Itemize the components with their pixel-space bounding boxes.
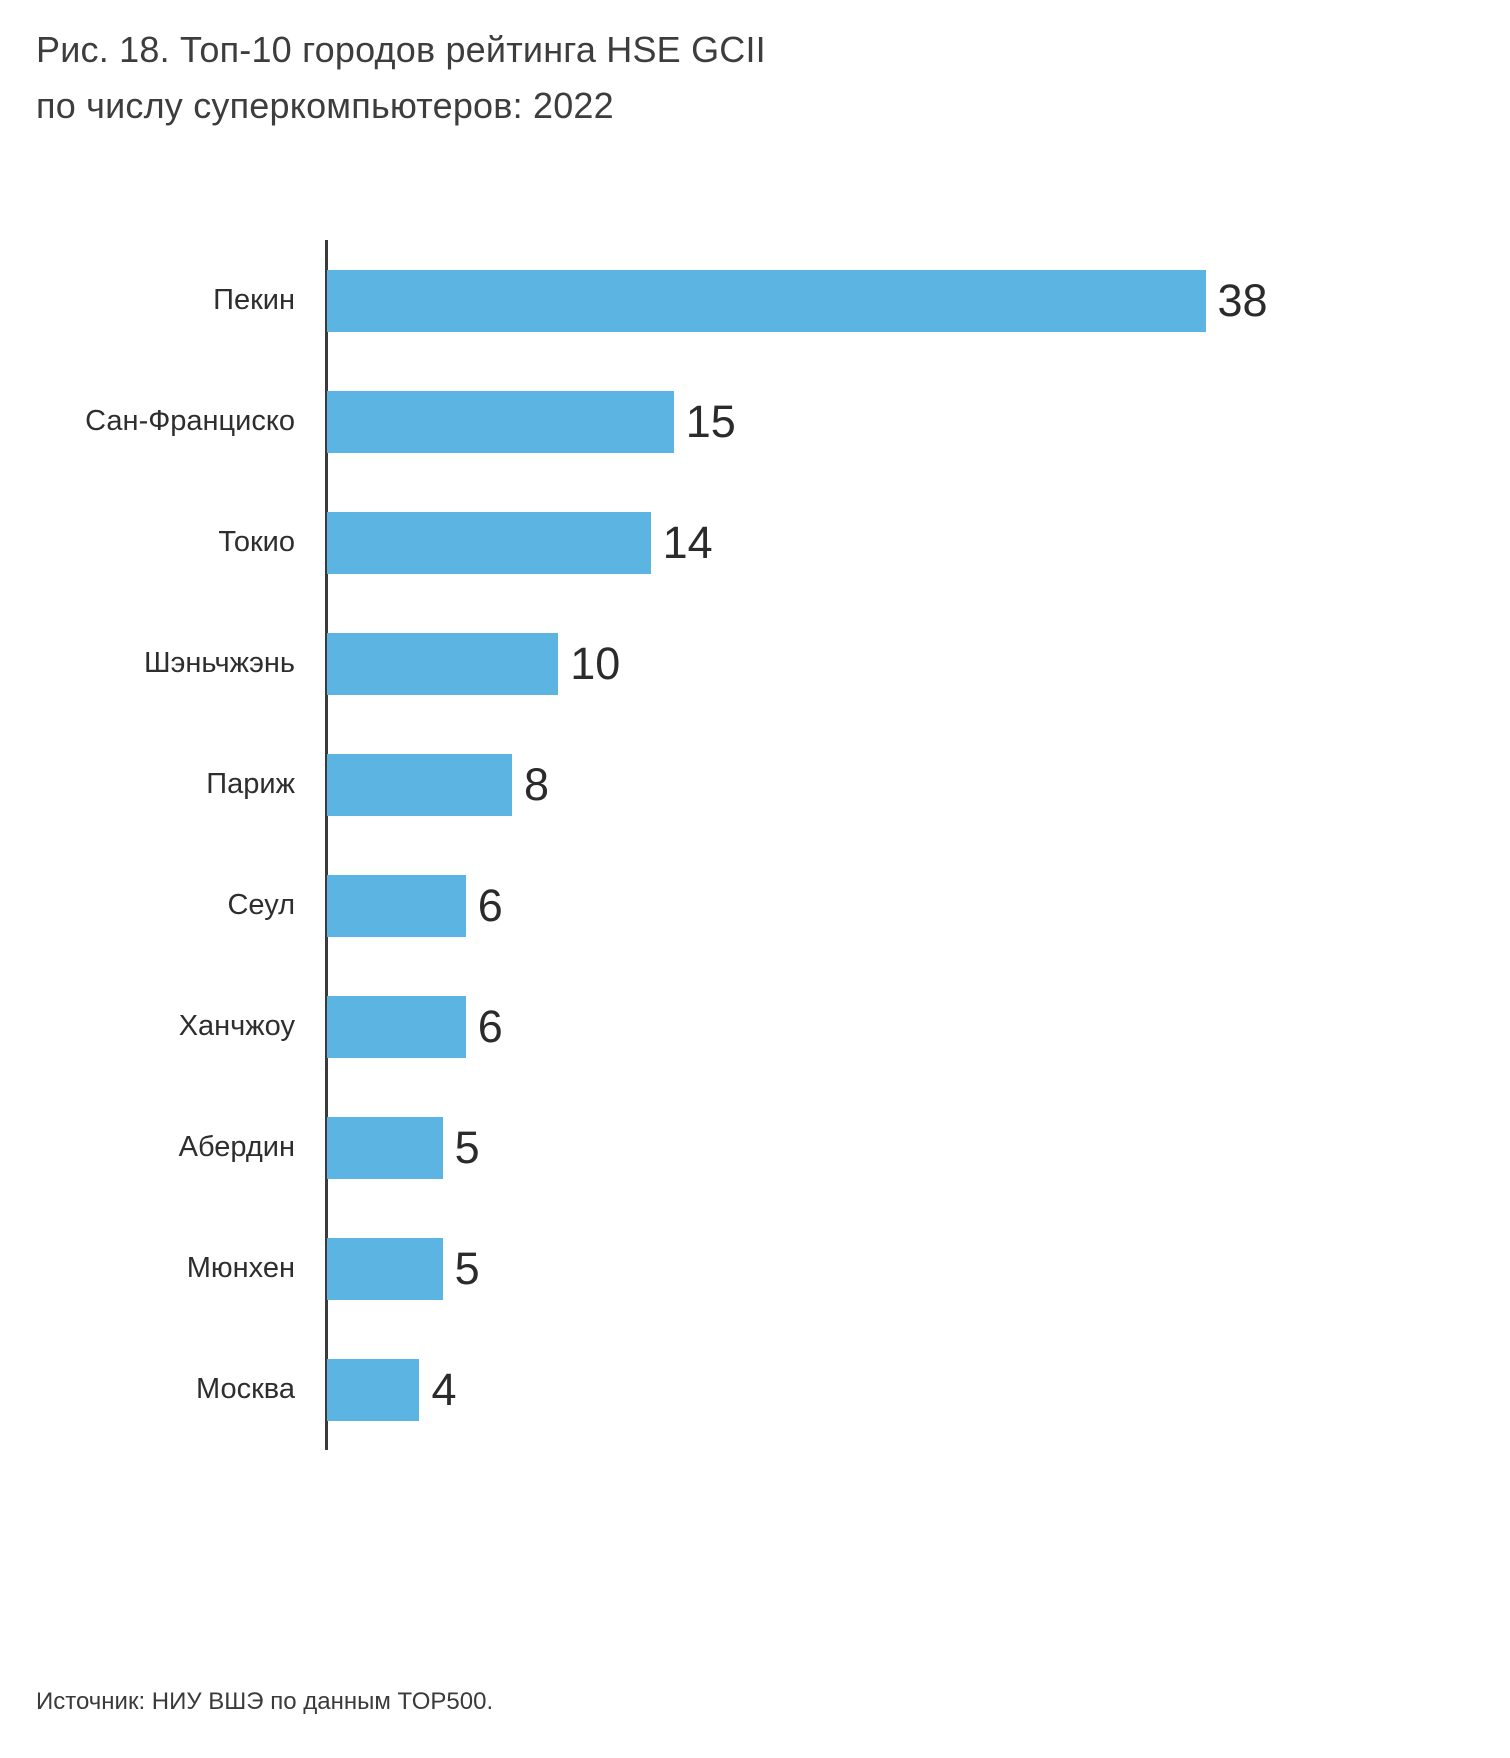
chart-title-line-1: Рис. 18. Топ-10 городов рейтинга HSE GCI… [36, 29, 766, 70]
bar-rows: Пекин 38 Сан-Франциско 15 Токио 14 Шэньчжэнь 10… [40, 240, 1465, 1450]
bar [327, 511, 651, 574]
bar [327, 995, 466, 1058]
category-label: Мюнхен [186, 1252, 295, 1284]
bar-track: 5 [310, 1087, 1465, 1208]
bar-track: 8 [310, 724, 1465, 845]
bar-track: 6 [310, 966, 1465, 1087]
category-label: Пекин [213, 284, 295, 316]
bar-track: 14 [310, 482, 1465, 603]
bar [327, 1358, 420, 1421]
value-label: 15 [685, 396, 736, 447]
bar-row: Мюнхен 5 [40, 1208, 1465, 1329]
category-label: Сеул [227, 889, 295, 921]
category-label: Париж [206, 768, 295, 800]
bar-row: Шэньчжэнь 10 [40, 603, 1465, 724]
value-label: 10 [570, 638, 621, 689]
bar-track: 4 [310, 1329, 1465, 1450]
bar [327, 874, 466, 937]
category-label: Токио [218, 526, 295, 558]
bar-row: Пекин 38 [40, 240, 1465, 361]
value-label: 6 [477, 1001, 503, 1052]
category-label: Москва [195, 1373, 295, 1405]
y-axis-line [325, 240, 328, 1450]
chart-title-line-2: по числу суперкомпьютеров: 2022 [36, 84, 614, 126]
bar [327, 753, 512, 816]
bar-track: 10 [310, 603, 1465, 724]
bar [327, 632, 559, 695]
value-label: 5 [454, 1122, 480, 1173]
bar-track: 15 [310, 361, 1465, 482]
value-label: 8 [523, 759, 549, 810]
bar-track: 6 [310, 845, 1465, 966]
bar-track: 5 [310, 1208, 1465, 1329]
value-label: 14 [662, 517, 713, 568]
value-label: 4 [431, 1364, 457, 1415]
bar [327, 390, 674, 453]
chart-title: Рис. 18. Топ-10 городов рейтинга HSE GCI… [36, 22, 1450, 134]
category-label: Сан-Франциско [85, 405, 295, 437]
category-label: Ханчжоу [178, 1010, 295, 1042]
bar-row: Ханчжоу 6 [40, 966, 1465, 1087]
bar-track: 38 [310, 240, 1465, 361]
source-note: Источник: НИУ ВШЭ по данным TOP500. [36, 1688, 494, 1715]
bar-row: Москва 4 [40, 1329, 1465, 1450]
bar-row: Токио 14 [40, 482, 1465, 603]
category-label: Абердин [178, 1131, 295, 1163]
bar-row: Абердин 5 [40, 1087, 1465, 1208]
value-label: 38 [1217, 275, 1268, 326]
bar [327, 269, 1206, 332]
bar-chart: Пекин 38 Сан-Франциско 15 Токио 14 Шэньчжэнь 10… [40, 240, 1465, 1450]
bar [327, 1116, 443, 1179]
value-label: 5 [454, 1243, 480, 1294]
bar-row: Париж 8 [40, 724, 1465, 845]
bar-row: Сеул 6 [40, 845, 1465, 966]
bar [327, 1237, 443, 1300]
category-label: Шэньчжэнь [144, 647, 295, 679]
value-label: 6 [477, 880, 503, 931]
bar-row: Сан-Франциско 15 [40, 361, 1465, 482]
